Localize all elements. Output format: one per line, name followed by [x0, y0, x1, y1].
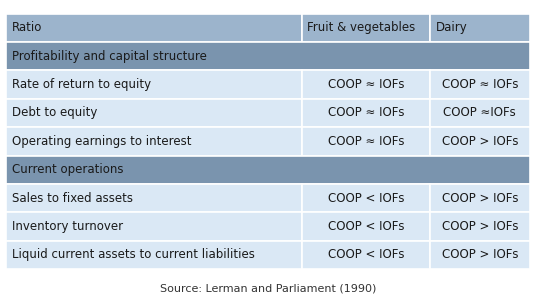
Text: COOP ≈IOFs: COOP ≈IOFs: [443, 106, 516, 119]
Bar: [430, 184, 530, 212]
Text: COOP < IOFs: COOP < IOFs: [328, 248, 404, 261]
Bar: [302, 241, 430, 269]
Text: Current operations: Current operations: [12, 163, 123, 176]
Text: Fruit & vegetables: Fruit & vegetables: [307, 21, 415, 34]
Bar: [430, 71, 530, 99]
Bar: [430, 127, 530, 156]
Text: COOP ≈ IOFs: COOP ≈ IOFs: [328, 78, 404, 91]
Text: COOP < IOFs: COOP < IOFs: [328, 192, 404, 205]
Bar: [6, 99, 302, 127]
Text: Liquid current assets to current liabilities: Liquid current assets to current liabili…: [12, 248, 255, 261]
Bar: [430, 99, 530, 127]
Text: Ratio: Ratio: [12, 21, 42, 34]
Text: COOP > IOFs: COOP > IOFs: [442, 135, 518, 148]
Text: Operating earnings to interest: Operating earnings to interest: [12, 135, 191, 148]
Bar: [6, 241, 302, 269]
Text: COOP ≈ IOFs: COOP ≈ IOFs: [328, 135, 404, 148]
Bar: [430, 212, 530, 241]
Bar: [430, 14, 530, 42]
Bar: [302, 71, 430, 99]
Text: Inventory turnover: Inventory turnover: [12, 220, 123, 233]
Text: Source: Lerman and Parliament (1990): Source: Lerman and Parliament (1990): [160, 283, 376, 293]
Text: COOP > IOFs: COOP > IOFs: [442, 248, 518, 261]
Text: COOP ≈ IOFs: COOP ≈ IOFs: [442, 78, 518, 91]
Bar: [6, 71, 302, 99]
Bar: [302, 184, 430, 212]
Text: Sales to fixed assets: Sales to fixed assets: [12, 192, 133, 205]
Text: Rate of return to equity: Rate of return to equity: [12, 78, 151, 91]
Bar: [430, 241, 530, 269]
Bar: [6, 212, 302, 241]
Text: Dairy: Dairy: [436, 21, 467, 34]
Text: Profitability and capital structure: Profitability and capital structure: [12, 50, 207, 63]
Bar: [302, 99, 430, 127]
Text: COOP < IOFs: COOP < IOFs: [328, 220, 404, 233]
Bar: [6, 156, 530, 184]
Text: COOP > IOFs: COOP > IOFs: [442, 220, 518, 233]
Bar: [302, 212, 430, 241]
Text: Debt to equity: Debt to equity: [12, 106, 97, 119]
Text: COOP ≈ IOFs: COOP ≈ IOFs: [328, 106, 404, 119]
Text: COOP > IOFs: COOP > IOFs: [442, 192, 518, 205]
Bar: [6, 184, 302, 212]
Bar: [6, 14, 302, 42]
Bar: [302, 14, 430, 42]
Bar: [6, 42, 530, 71]
Bar: [6, 127, 302, 156]
Bar: [302, 127, 430, 156]
